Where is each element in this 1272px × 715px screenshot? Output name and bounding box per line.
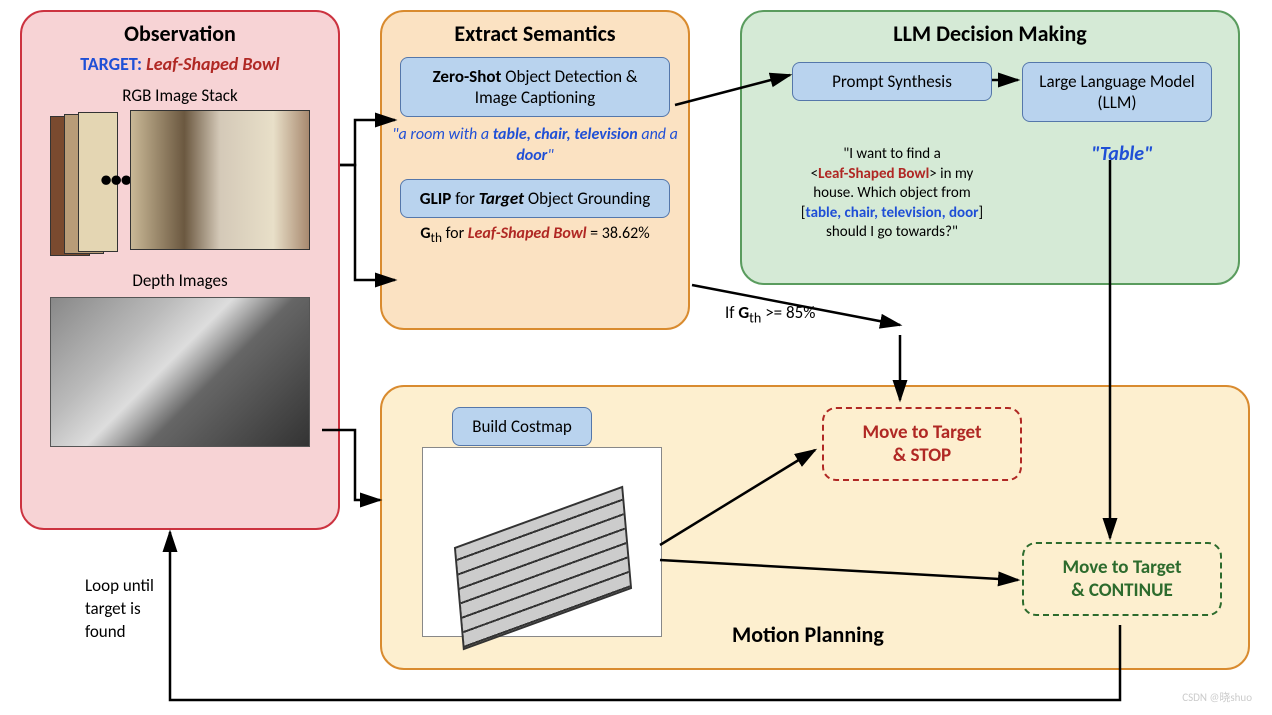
prompt-synthesis-box: Prompt Synthesis xyxy=(792,62,992,101)
gth-sub: th xyxy=(431,229,442,246)
glip-ital: Target xyxy=(479,188,524,209)
cap-pre: "a room with a xyxy=(392,125,493,144)
llm-answer: "Table" xyxy=(1042,142,1202,166)
glip-rest: Object Grounding xyxy=(524,188,650,209)
cap-mid: and a xyxy=(638,125,678,144)
condition-text: If Gth >= 85% xyxy=(725,302,815,326)
llm-panel: LLM Decision Making Prompt Synthesis Lar… xyxy=(740,10,1240,285)
llm-model-box: Large Language Model (LLM) xyxy=(1022,62,1212,122)
caption-text: "a room with a table, chair, television … xyxy=(392,125,678,167)
observation-panel: Observation TARGET: Leaf-Shaped Bowl RGB… xyxy=(20,10,340,530)
build-costmap-box: Build Costmap xyxy=(452,407,592,446)
cont-l2: & CONTINUE xyxy=(1071,579,1173,602)
glip-bold: GLIP xyxy=(420,188,452,209)
prompt-text: "I want to find a <Leaf-Shaped Bowl> in … xyxy=(762,145,1022,243)
gth-g: G xyxy=(420,224,430,243)
motion-title: Motion Planning xyxy=(732,621,884,648)
move-stop-box: Move to Target & STOP xyxy=(822,407,1022,481)
extract-title: Extract Semantics xyxy=(382,12,688,47)
gth-text: Gth for Leaf-Shaped Bowl = 38.62% xyxy=(382,224,688,246)
target-line: TARGET: Leaf-Shaped Bowl xyxy=(22,53,338,75)
cond-sub: th xyxy=(749,309,761,326)
costmap-label: Build Costmap xyxy=(472,416,572,437)
pl4b: table, chair, television, door xyxy=(806,204,979,222)
pl5: should I go towards?" xyxy=(826,223,958,241)
watermark: CSDN @晓shuo xyxy=(1182,689,1252,705)
depth-label: Depth Images xyxy=(22,270,338,291)
gth-target: Leaf-Shaped Bowl xyxy=(468,224,587,243)
prompt-box-label: Prompt Synthesis xyxy=(832,71,952,92)
extract-semantics-panel: Extract Semantics Zero-Shot Object Detec… xyxy=(380,10,690,330)
pl1: "I want to find a xyxy=(843,145,941,163)
gth-val: = 38.62% xyxy=(587,224,650,243)
rgb-image-stack: ●●● xyxy=(50,110,310,260)
target-value: Leaf-Shaped Bowl xyxy=(146,53,280,75)
cond-g: G xyxy=(738,302,749,323)
gth-mid: for xyxy=(442,224,468,243)
costmap-grid xyxy=(454,486,632,651)
costmap-image xyxy=(422,447,662,637)
cont-l1: Move to Target xyxy=(1062,556,1181,579)
stop-l2: & STOP xyxy=(893,444,951,467)
cap-b2: door xyxy=(516,146,547,165)
rgb-label: RGB Image Stack xyxy=(22,85,338,106)
pl3: house. Which object from xyxy=(813,184,971,202)
ellipsis-icon: ●●● xyxy=(100,168,130,192)
cap-end: " xyxy=(547,146,553,165)
pl4c: ] xyxy=(978,204,983,222)
stop-l1: Move to Target xyxy=(862,421,981,444)
cap-b1: table, chair, television xyxy=(493,125,638,144)
glip-box: GLIP for Target Object Grounding xyxy=(400,179,670,218)
pl2b: Leaf-Shaped Bowl xyxy=(818,165,929,183)
motion-planning-panel: Build Costmap Move to Target & STOP Move… xyxy=(380,385,1250,670)
zero-shot-bold: Zero-Shot xyxy=(433,66,502,87)
loop-text: Loop until target is found xyxy=(85,575,154,644)
glip-mid: for xyxy=(451,188,478,209)
observation-title: Observation xyxy=(22,12,338,47)
target-label: TARGET: xyxy=(80,53,142,75)
zero-shot-box: Zero-Shot Object Detection & Image Capti… xyxy=(400,57,670,117)
llm-box-label: Large Language Model (LLM) xyxy=(1039,71,1194,113)
pl2c: > in my xyxy=(929,165,973,183)
llm-title: LLM Decision Making xyxy=(742,12,1238,47)
depth-image xyxy=(50,297,310,447)
rgb-main-image xyxy=(130,110,310,250)
move-continue-box: Move to Target & CONTINUE xyxy=(1022,542,1222,616)
cond-rest: >= 85% xyxy=(761,302,815,323)
cond-pre: If xyxy=(725,302,738,323)
